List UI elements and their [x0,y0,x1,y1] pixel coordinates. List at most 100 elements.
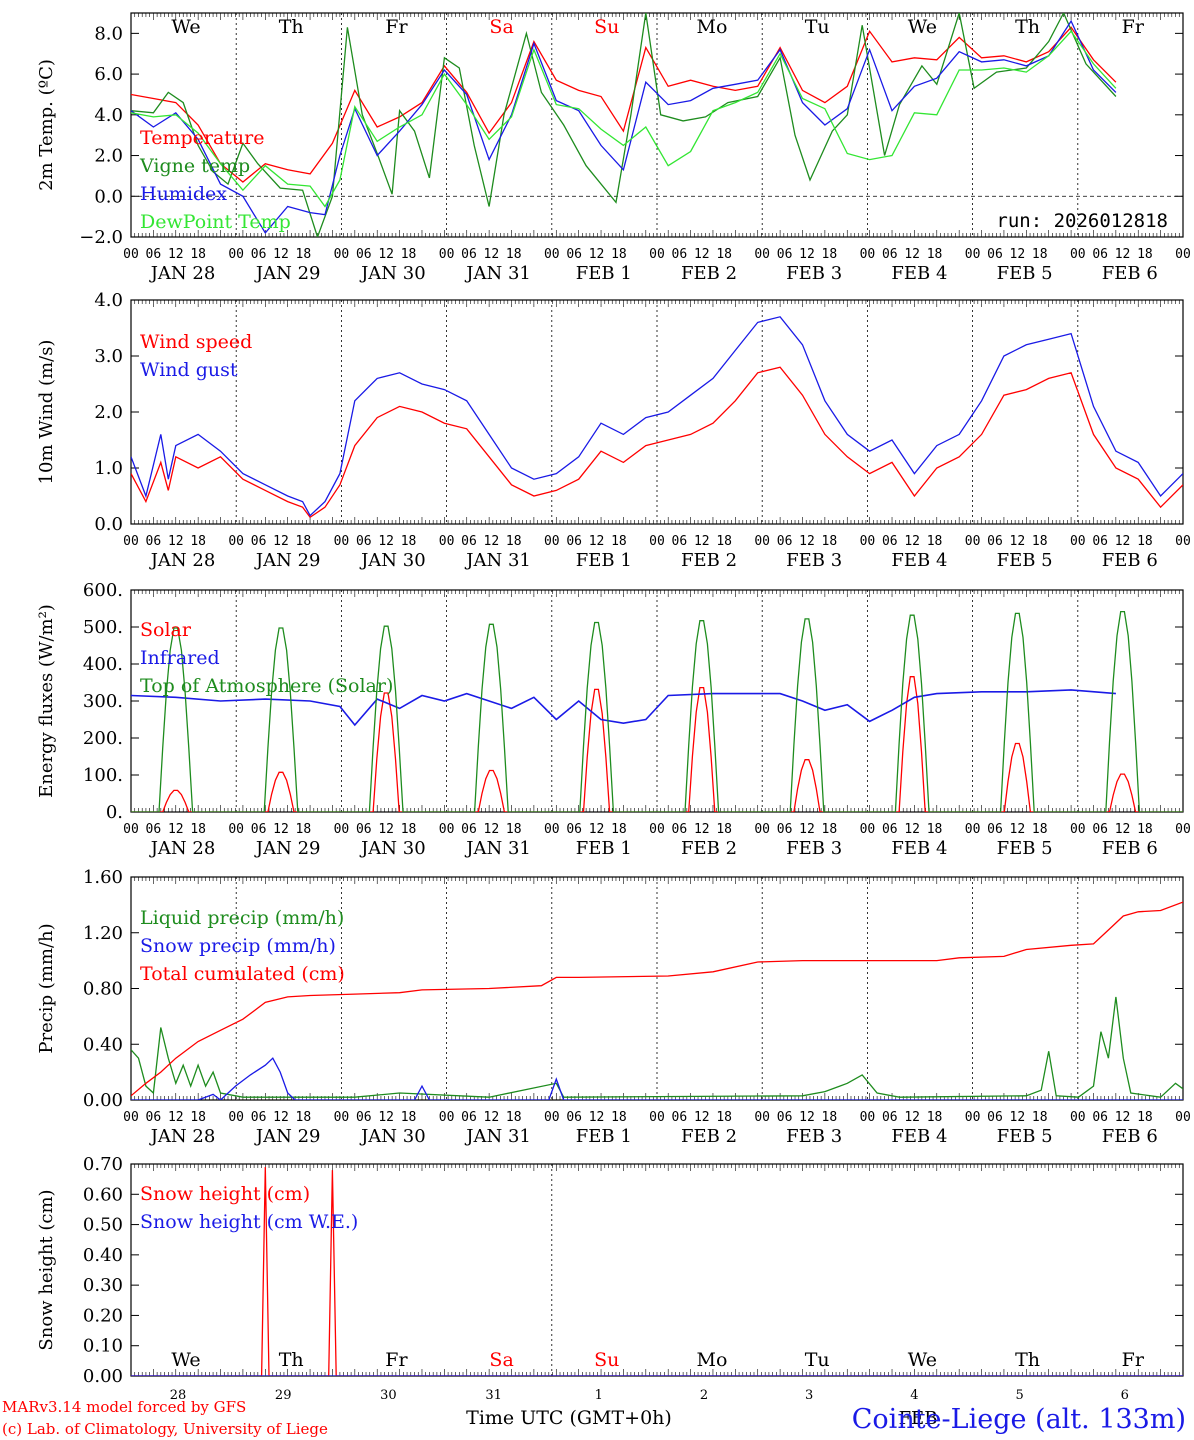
hour-tick-label: 00 [1070,247,1086,262]
day-label: JAN 31 [464,838,531,859]
day-number-label: 30 [380,1388,397,1403]
hour-tick-label: 00 [439,1110,455,1125]
y-tick-label: 0.20 [83,1305,123,1326]
hour-tick-label: 18 [927,247,943,262]
hour-tick-label: 06 [146,1110,162,1125]
hour-tick-label: 12 [694,534,710,549]
y-tick-label: 4.0 [94,290,123,311]
legend-label: Wind gust [140,359,238,381]
hour-tick-label: 12 [168,1110,184,1125]
day-label: JAN 28 [149,263,216,284]
legend-label: Humidex [140,183,227,205]
hour-tick-label: 18 [716,1110,732,1125]
series-liquid-precip-mm-h [131,996,1183,1098]
y-tick-label: 0.50 [83,1215,123,1236]
hour-tick-label: 18 [506,1110,522,1125]
hour-tick-label: 00 [649,534,665,549]
day-label: JAN 29 [254,838,321,859]
hour-tick-label: 12 [378,822,394,837]
series-solar [131,676,1183,812]
hour-tick-label: 18 [822,534,838,549]
hour-tick-label: 06 [566,247,582,262]
legend-label: Infrared [140,647,220,669]
hour-tick-label: 00 [334,534,350,549]
y-tick-label: 0. [106,802,123,823]
day-label: JAN 30 [359,550,426,571]
hour-tick-label: 18 [1137,1110,1153,1125]
hour-tick-label: 18 [927,534,943,549]
hour-tick-label: 06 [251,534,267,549]
y-tick-label: 0.40 [83,1034,123,1055]
hour-tick-label: 00 [439,822,455,837]
hour-tick-label: 00 [544,822,560,837]
hour-tick-label: 18 [1137,247,1153,262]
y-axis-title: Energy fluxes (W/m²) [36,604,57,798]
legend-label: DewPoint Temp [140,211,291,233]
day-label: FEB 3 [786,1126,842,1147]
weekday-label: Tu [805,1349,830,1371]
day-label: FEB 5 [997,1126,1053,1147]
legend-label: Snow height (cm W.E.) [140,1211,358,1233]
hour-tick-label: 18 [611,1110,627,1125]
y-tick-label: 100. [83,765,123,786]
y-tick-label: 2.0 [94,402,123,423]
hour-tick-label: 06 [146,534,162,549]
weekday-label: Fr [1122,1349,1145,1371]
hour-tick-label: 00 [1070,534,1086,549]
hour-tick-label: 18 [296,1110,312,1125]
hour-tick-label: 00 [1175,822,1191,837]
hour-tick-label: 06 [251,822,267,837]
x-tick-marks [130,1164,1184,1376]
hour-tick-label: 18 [190,822,206,837]
hour-tick-label: 12 [589,534,605,549]
y-tick-label: 400. [83,654,123,675]
hour-tick-label: 12 [1115,1110,1131,1125]
hour-tick-label: 18 [1032,534,1048,549]
legend-label: Liquid precip (mm/h) [140,907,344,929]
y-tick-label: 200. [83,728,123,749]
hour-tick-label: 06 [777,247,793,262]
hour-tick-label: 00 [965,822,981,837]
hour-tick-label: 18 [1137,534,1153,549]
weekday-label: Sa [489,1349,513,1371]
day-label: FEB 4 [891,838,947,859]
day-number-label: 28 [170,1388,187,1403]
day-label: FEB 1 [576,1126,632,1147]
day-number-label: 29 [275,1388,292,1403]
legend-label: Temperature [140,127,264,149]
hour-tick-label: 06 [672,822,688,837]
series-wind-speed [131,366,1183,519]
hour-tick-label: 06 [672,1110,688,1125]
hour-tick-label: 00 [544,534,560,549]
day-label: JAN 31 [464,1126,531,1147]
hour-tick-label: 06 [566,822,582,837]
series-top-of-atmosphere-solar [131,610,1183,812]
hour-tick-label: 06 [461,247,477,262]
day-label: FEB 1 [576,838,632,859]
y-tick-label: 6.0 [94,64,123,85]
day-label: JAN 30 [359,1126,426,1147]
day-label: JAN 29 [254,1126,321,1147]
day-label: FEB 6 [1102,550,1158,571]
hour-tick-label: 12 [904,534,920,549]
hour-tick-label: 06 [987,247,1003,262]
day-label: FEB 2 [681,838,737,859]
series-dewpoint-temp [131,30,1117,208]
weekday-label: Su [594,16,619,38]
series-temperature [131,26,1117,183]
y-tick-label: 0.0 [94,186,123,207]
y-axis-title: Snow height (cm) [36,1189,57,1350]
hour-tick-label: 00 [649,247,665,262]
day-label: JAN 30 [359,838,426,859]
weekday-label: Sa [489,16,513,38]
hour-tick-label: 06 [356,534,372,549]
hour-tick-label: 00 [754,247,770,262]
y-tick-label: 0.00 [83,1366,123,1387]
series-snow-precip-mm-h [131,1057,1183,1100]
hour-tick-label: 06 [356,247,372,262]
y-axis-title: 10m Wind (m/s) [36,340,57,485]
weekday-label: Tu [805,16,830,38]
hour-tick-label: 12 [589,822,605,837]
weekday-label: We [171,1349,200,1371]
run-label: run: 2026012818 [996,210,1168,232]
